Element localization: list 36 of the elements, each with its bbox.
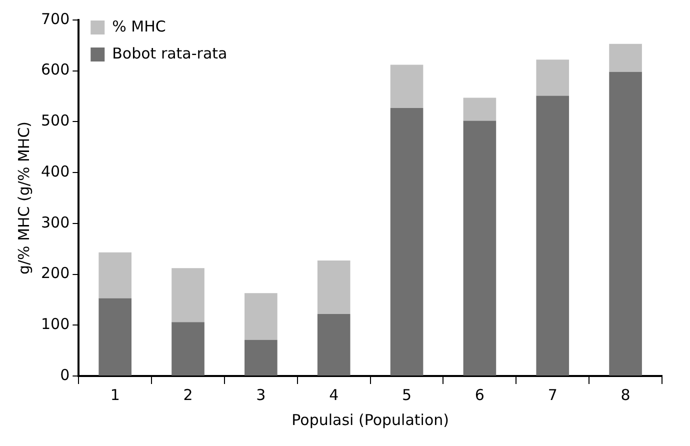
x-tick-label: 4 <box>329 386 339 404</box>
x-tick-label: 5 <box>402 386 412 404</box>
y-tick-label: 400 <box>40 162 70 180</box>
legend-label: % MHC <box>112 17 166 36</box>
bar <box>244 340 278 376</box>
bar <box>317 260 350 314</box>
y-tick-label: 200 <box>40 264 70 282</box>
bar <box>609 72 642 376</box>
x-tick-label: 1 <box>110 386 120 404</box>
bar <box>98 298 132 376</box>
x-tick-label: 3 <box>256 386 266 404</box>
y-tick-label: 0 <box>60 366 70 384</box>
y-tick-label: 600 <box>40 60 70 79</box>
y-axis-title: g/% MHC (g/% MHC) <box>14 121 33 275</box>
x-tick-label: 2 <box>183 386 193 404</box>
bar <box>390 64 424 108</box>
y-tick-label: 100 <box>40 315 70 334</box>
bar <box>463 120 496 376</box>
bar <box>98 252 132 298</box>
y-tick-label: 300 <box>40 213 70 232</box>
x-tick-label: 7 <box>548 386 558 404</box>
y-tick-label: 500 <box>40 112 70 130</box>
bar <box>172 268 204 322</box>
x-tick-label: 6 <box>474 386 484 404</box>
bar <box>609 44 642 72</box>
y-tick-label: 700 <box>40 10 70 28</box>
bar <box>390 108 424 376</box>
bar <box>536 60 570 96</box>
bar <box>172 322 204 376</box>
bar <box>244 293 278 340</box>
x-tick-label: 8 <box>620 386 630 404</box>
bar <box>317 314 350 376</box>
bar <box>463 98 496 121</box>
legend-label: Bobot rata-rata <box>112 44 228 62</box>
x-axis-title: Populasi (Population) <box>292 410 449 429</box>
bar <box>536 96 570 376</box>
